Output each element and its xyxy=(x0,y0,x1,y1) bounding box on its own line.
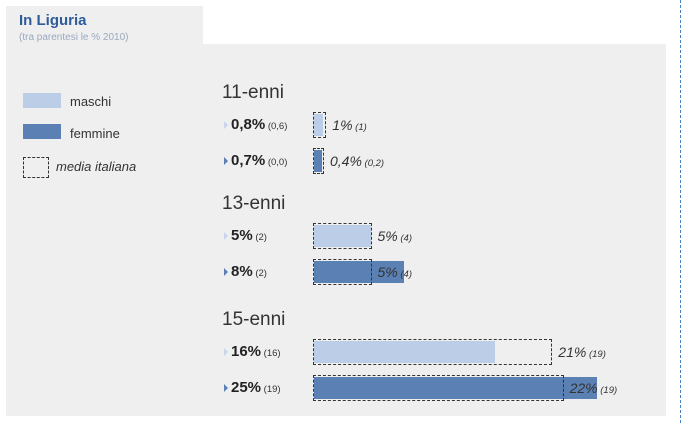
average-box-female-13 xyxy=(313,259,372,285)
average-prev-value-male-15: (19) xyxy=(586,349,606,360)
value-male-13: 5% xyxy=(231,227,253,244)
value-label-male-13: 5% (2) xyxy=(231,227,267,244)
average-label-female-11: 0,4% (0,2) xyxy=(330,153,384,169)
average-value-male-13: 5% xyxy=(377,228,398,244)
chart-title: In Liguria xyxy=(19,12,87,29)
row-marker-female-15 xyxy=(224,384,228,392)
average-prev-value-female-13: (4) xyxy=(397,269,412,280)
value-label-female-13: 8% (2) xyxy=(231,263,267,280)
legend-label-female: femmine xyxy=(70,126,120,141)
right-dashed-border xyxy=(680,0,681,423)
row-marker-female-11 xyxy=(224,157,228,165)
prev-value-male-13: (2) xyxy=(252,232,267,243)
average-prev-value-male-11: (1) xyxy=(352,122,367,133)
header-tab xyxy=(6,6,196,46)
row-marker-male-11 xyxy=(224,121,228,129)
bar-female-11 xyxy=(314,150,322,172)
value-label-female-15: 25% (19) xyxy=(231,379,281,396)
average-box-female-15 xyxy=(313,375,564,401)
legend-swatch-average xyxy=(23,157,49,178)
average-label-female-13: 5% (4) xyxy=(378,264,412,280)
average-value-female-11: 0,4% xyxy=(330,153,362,169)
value-label-male-11: 0,8% (0,6) xyxy=(231,116,287,133)
prev-value-male-11: (0,6) xyxy=(265,121,288,132)
prev-value-female-15: (19) xyxy=(261,384,281,395)
bar-male-13 xyxy=(314,225,371,247)
prev-value-female-13: (2) xyxy=(252,268,267,279)
value-female-13: 8% xyxy=(231,263,253,280)
value-male-15: 16% xyxy=(231,343,262,360)
average-label-female-15: 22% (19) xyxy=(570,380,618,396)
legend-swatch-male xyxy=(23,93,61,108)
legend-label-average: media italiana xyxy=(56,159,137,174)
prev-value-female-11: (0,0) xyxy=(265,157,288,168)
bar-female-13 xyxy=(314,261,405,283)
header-band xyxy=(203,6,666,44)
row-marker-male-15 xyxy=(224,348,228,356)
average-label-male-15: 21% (19) xyxy=(558,344,606,360)
average-prev-value-female-15: (19) xyxy=(597,385,618,396)
average-prev-value-male-13: (4) xyxy=(397,233,412,244)
legend-swatch-female xyxy=(23,124,61,139)
group-label-15: 15-enni xyxy=(222,309,286,330)
chart-subtitle: (tra parentesi le % 2010) xyxy=(19,32,129,43)
average-value-female-13: 5% xyxy=(377,264,398,280)
average-box-male-11 xyxy=(313,112,327,138)
group-label-13: 13-enni xyxy=(222,193,286,214)
prev-value-male-15: (16) xyxy=(261,348,281,359)
average-value-male-15: 21% xyxy=(558,344,587,360)
value-label-male-15: 16% (16) xyxy=(231,343,281,360)
average-box-male-13 xyxy=(313,223,372,249)
value-label-female-11: 0,7% (0,0) xyxy=(231,152,287,169)
group-label-11: 11-enni xyxy=(222,82,284,103)
average-label-male-11: 1% (1) xyxy=(332,117,366,133)
average-value-female-15: 22% xyxy=(569,380,598,396)
bar-male-11 xyxy=(314,114,324,136)
average-value-male-11: 1% xyxy=(332,117,353,133)
average-box-male-15 xyxy=(313,339,553,365)
row-marker-male-13 xyxy=(224,232,228,240)
bar-female-15 xyxy=(314,377,597,399)
legend-label-male: maschi xyxy=(70,94,112,109)
value-female-15: 25% xyxy=(231,379,262,396)
average-prev-value-female-11: (0,2) xyxy=(361,158,385,169)
bar-male-15 xyxy=(314,341,495,363)
average-box-female-11 xyxy=(313,148,324,174)
row-marker-female-13 xyxy=(224,268,228,276)
value-female-11: 0,7% xyxy=(231,152,266,169)
chart-panel: In Liguria (tra parentesi le % 2010) mas… xyxy=(6,6,666,416)
average-label-male-13: 5% (4) xyxy=(378,228,412,244)
value-male-11: 0,8% xyxy=(231,116,266,133)
